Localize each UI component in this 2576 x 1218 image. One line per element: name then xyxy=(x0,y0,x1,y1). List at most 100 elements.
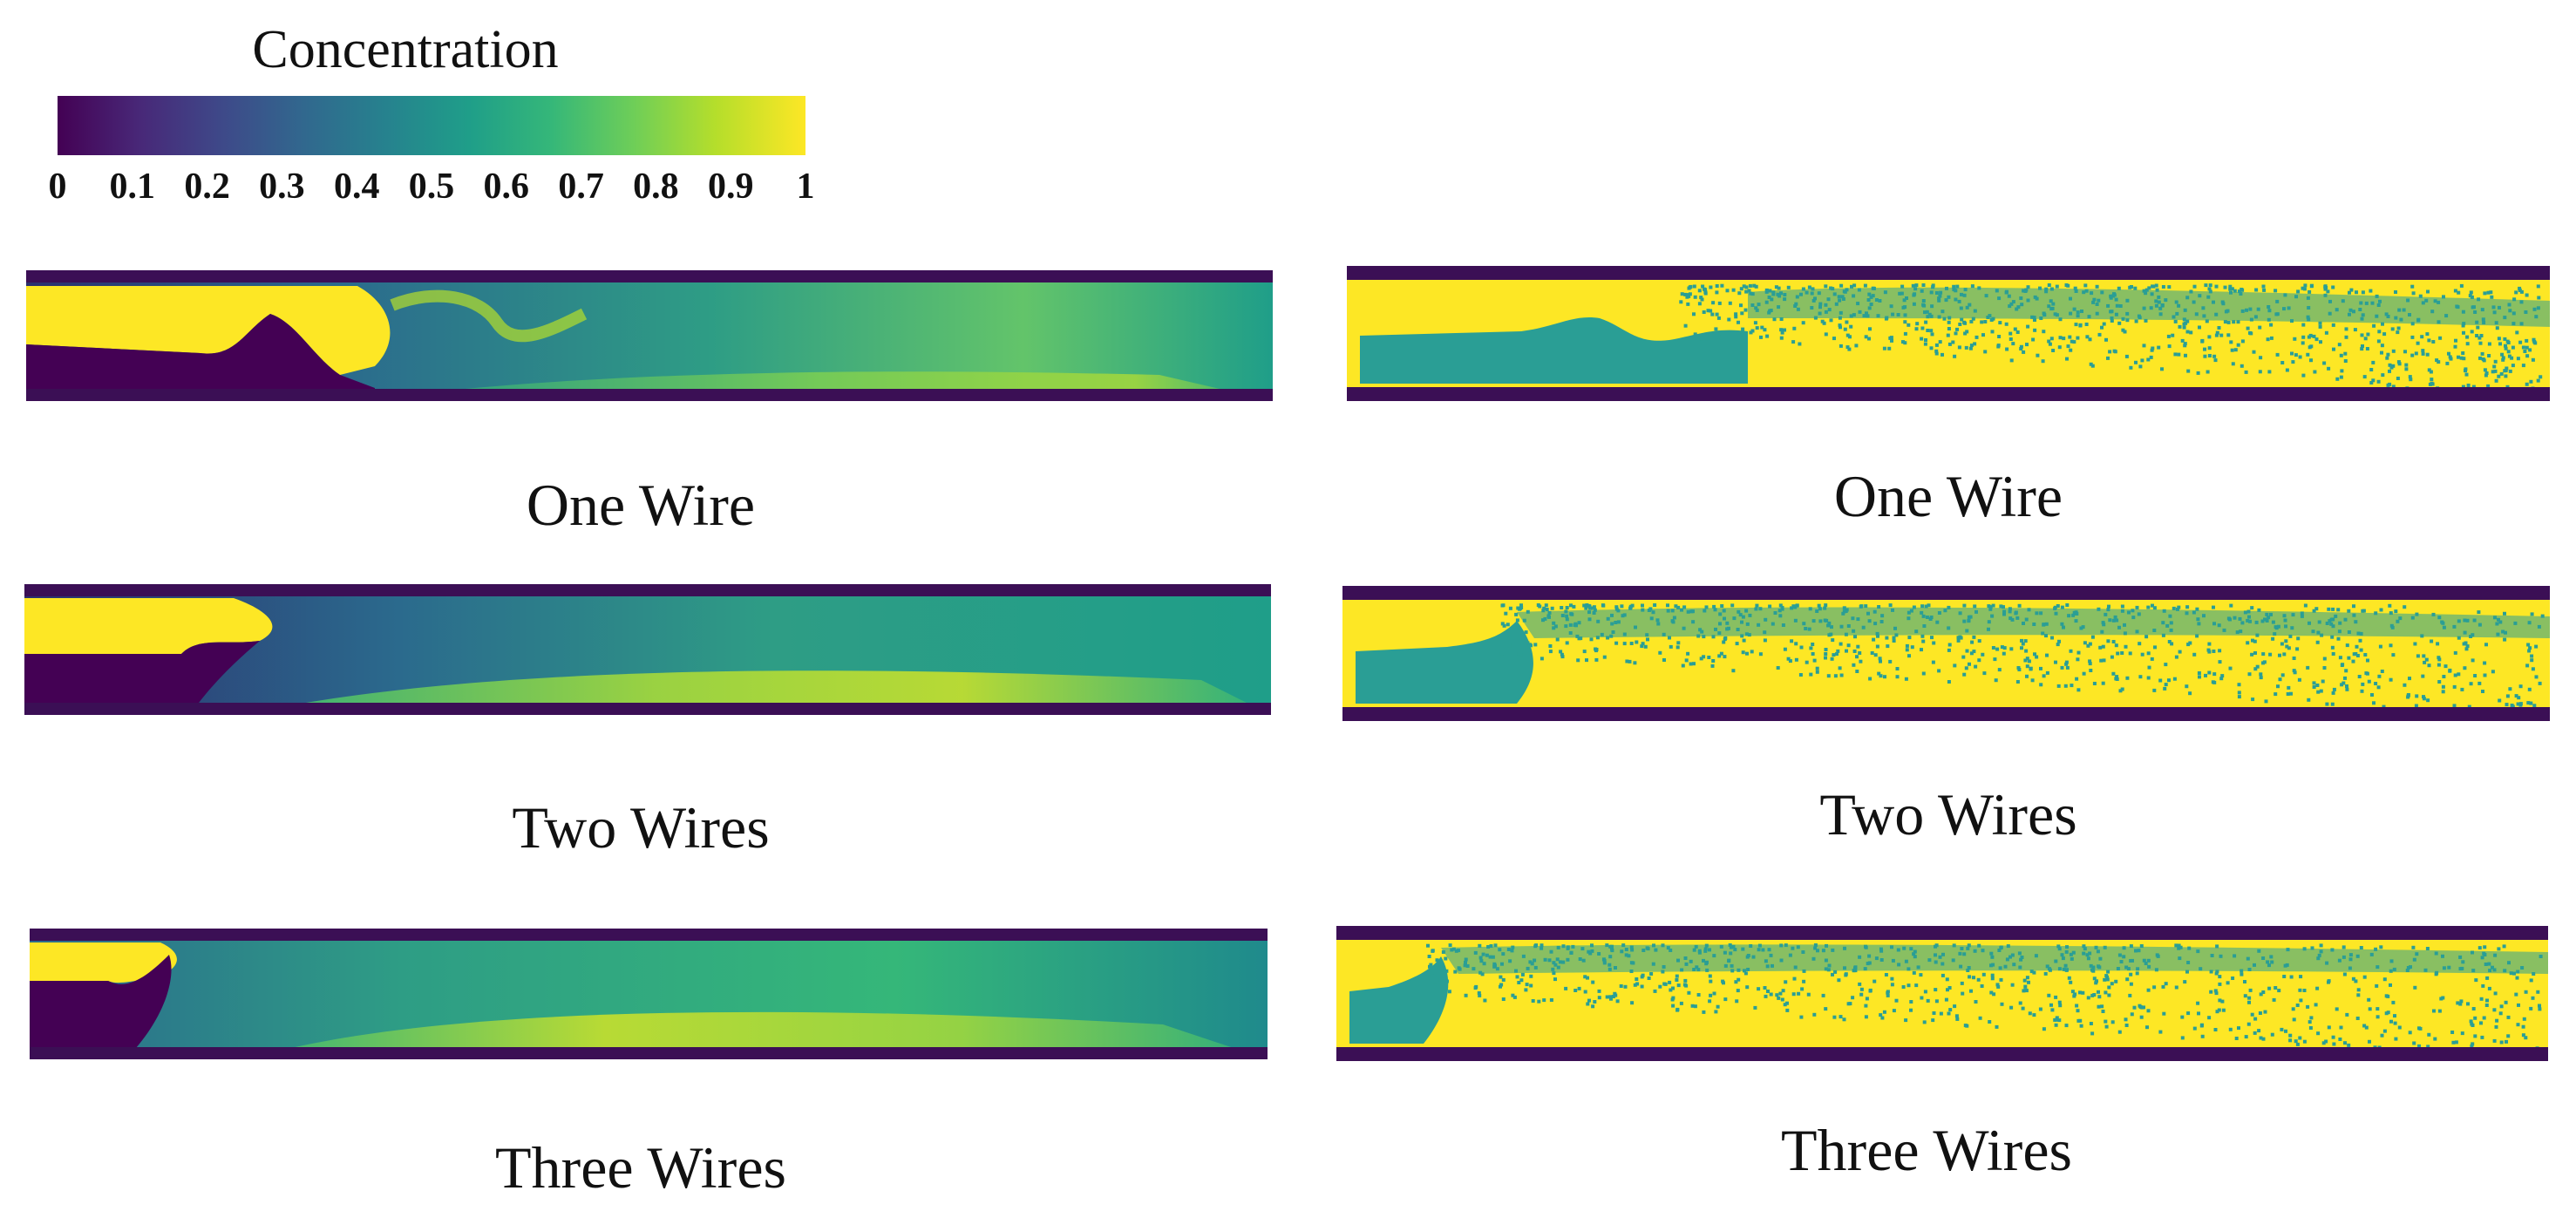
particle-dot xyxy=(1903,331,1907,336)
particle-dot xyxy=(2158,312,2163,316)
particle-dot xyxy=(1541,609,1546,613)
particle-dot xyxy=(2525,338,2529,343)
particle-dot xyxy=(2414,704,2418,708)
particle-dot xyxy=(1583,990,1587,994)
particle-dot xyxy=(2291,1007,2295,1011)
particle-dot xyxy=(2316,956,2321,961)
particle-dot xyxy=(1542,998,1546,1003)
particle-dot xyxy=(2065,357,2069,361)
particle-dot xyxy=(1854,344,1859,348)
particle-dot xyxy=(2174,655,2178,659)
particle-dot xyxy=(2498,698,2502,703)
particle-dot xyxy=(1809,672,1813,677)
particle-dot xyxy=(2337,629,2342,634)
particle-dot xyxy=(2256,307,2260,311)
particle-dot xyxy=(2261,284,2266,289)
particle-dot xyxy=(1723,950,1727,955)
particle-dot xyxy=(1741,615,1745,619)
particle-dot xyxy=(2233,954,2237,958)
particle-dot xyxy=(2146,958,2151,963)
particle-dot xyxy=(1827,308,1832,312)
particle-dot xyxy=(2030,678,2035,683)
particle-dot xyxy=(2452,624,2457,629)
particle-dot xyxy=(2391,653,2396,657)
particle-dot xyxy=(2360,316,2364,321)
particle-dot xyxy=(2502,944,2506,949)
particle-dot xyxy=(2368,1007,2372,1011)
particle-dot xyxy=(2154,303,2158,308)
particle-dot xyxy=(1969,651,1974,656)
particle-dot xyxy=(1796,307,1800,311)
particle-dot xyxy=(1866,611,1870,616)
particle-dot xyxy=(2218,982,2222,986)
particle-dot xyxy=(2506,1015,2511,1019)
particle-dot xyxy=(1861,625,1866,629)
particle-dot xyxy=(1692,312,1696,316)
particle-dot xyxy=(2067,976,2071,980)
particle-dot xyxy=(1841,611,1845,616)
particle-dot xyxy=(2382,704,2386,709)
particle-dot xyxy=(2078,990,2082,995)
particle-dot xyxy=(1826,968,1831,972)
particle-dot xyxy=(2303,603,2308,608)
particle-dot xyxy=(2417,1044,2421,1048)
particle-dot xyxy=(2104,337,2108,342)
particle-dot xyxy=(2277,989,2281,993)
particle-dot xyxy=(1880,1016,1885,1020)
particle-dot xyxy=(2386,383,2390,387)
particle-dot xyxy=(2104,1019,2108,1024)
particle-dot xyxy=(1668,636,1671,640)
particle-dot xyxy=(1771,622,1775,626)
particle-dot xyxy=(2283,963,2287,968)
particle-dot xyxy=(2458,955,2463,959)
particle-dot xyxy=(2081,625,2085,629)
particle-dot xyxy=(1699,657,1703,661)
particle-dot xyxy=(2042,674,2046,678)
particle-dot xyxy=(2080,310,2083,313)
particle-dot xyxy=(2511,704,2515,709)
particle-dot xyxy=(2272,997,2276,1002)
particle-dot xyxy=(1824,652,1828,656)
particle-dot xyxy=(2220,999,2225,1004)
particle-dot xyxy=(2503,611,2506,616)
particle-dot xyxy=(2154,968,2158,972)
left-caption-two-wires: Two Wires xyxy=(512,794,770,861)
particle-dot xyxy=(2009,1005,2014,1010)
particle-dot xyxy=(1689,959,1693,963)
particle-dot xyxy=(2293,337,2297,341)
particle-dot xyxy=(1683,292,1688,296)
particle-dot xyxy=(1731,669,1736,673)
particle-dot xyxy=(1629,945,1634,949)
particle-dot xyxy=(1464,961,1467,964)
particle-dot xyxy=(2252,350,2256,354)
particle-dot xyxy=(2223,320,2227,324)
particle-dot xyxy=(2487,354,2491,357)
particle-dot xyxy=(1683,956,1688,960)
particle-dot xyxy=(2369,381,2374,384)
particle-dot xyxy=(1577,986,1581,990)
particle-dot xyxy=(2287,685,2291,690)
particle-dot xyxy=(1602,655,1607,659)
particle-dot xyxy=(2058,317,2063,322)
particle-dot xyxy=(2055,1017,2058,1022)
particle-dot xyxy=(2201,306,2206,310)
particle-dot xyxy=(1920,326,1925,330)
particle-dot xyxy=(2472,618,2477,623)
particle-dot xyxy=(2282,307,2286,311)
particle-dot xyxy=(2494,1024,2498,1029)
particle-dot xyxy=(1676,983,1681,988)
particle-dot xyxy=(2505,384,2510,389)
particle-dot xyxy=(2394,290,2397,294)
particle-dot xyxy=(1605,995,1609,999)
particle-dot xyxy=(2243,610,2247,615)
particle-dot xyxy=(1898,291,1902,296)
particle-dot xyxy=(2344,335,2348,339)
particle-dot xyxy=(2206,295,2211,299)
particle-dot xyxy=(1635,640,1639,644)
particle-dot xyxy=(2267,305,2271,309)
particle-dot xyxy=(2412,1041,2416,1045)
particle-dot xyxy=(1714,1010,1718,1014)
particle-dot xyxy=(1656,622,1661,626)
particle-dot xyxy=(2326,289,2330,294)
particle-dot xyxy=(2361,344,2364,348)
